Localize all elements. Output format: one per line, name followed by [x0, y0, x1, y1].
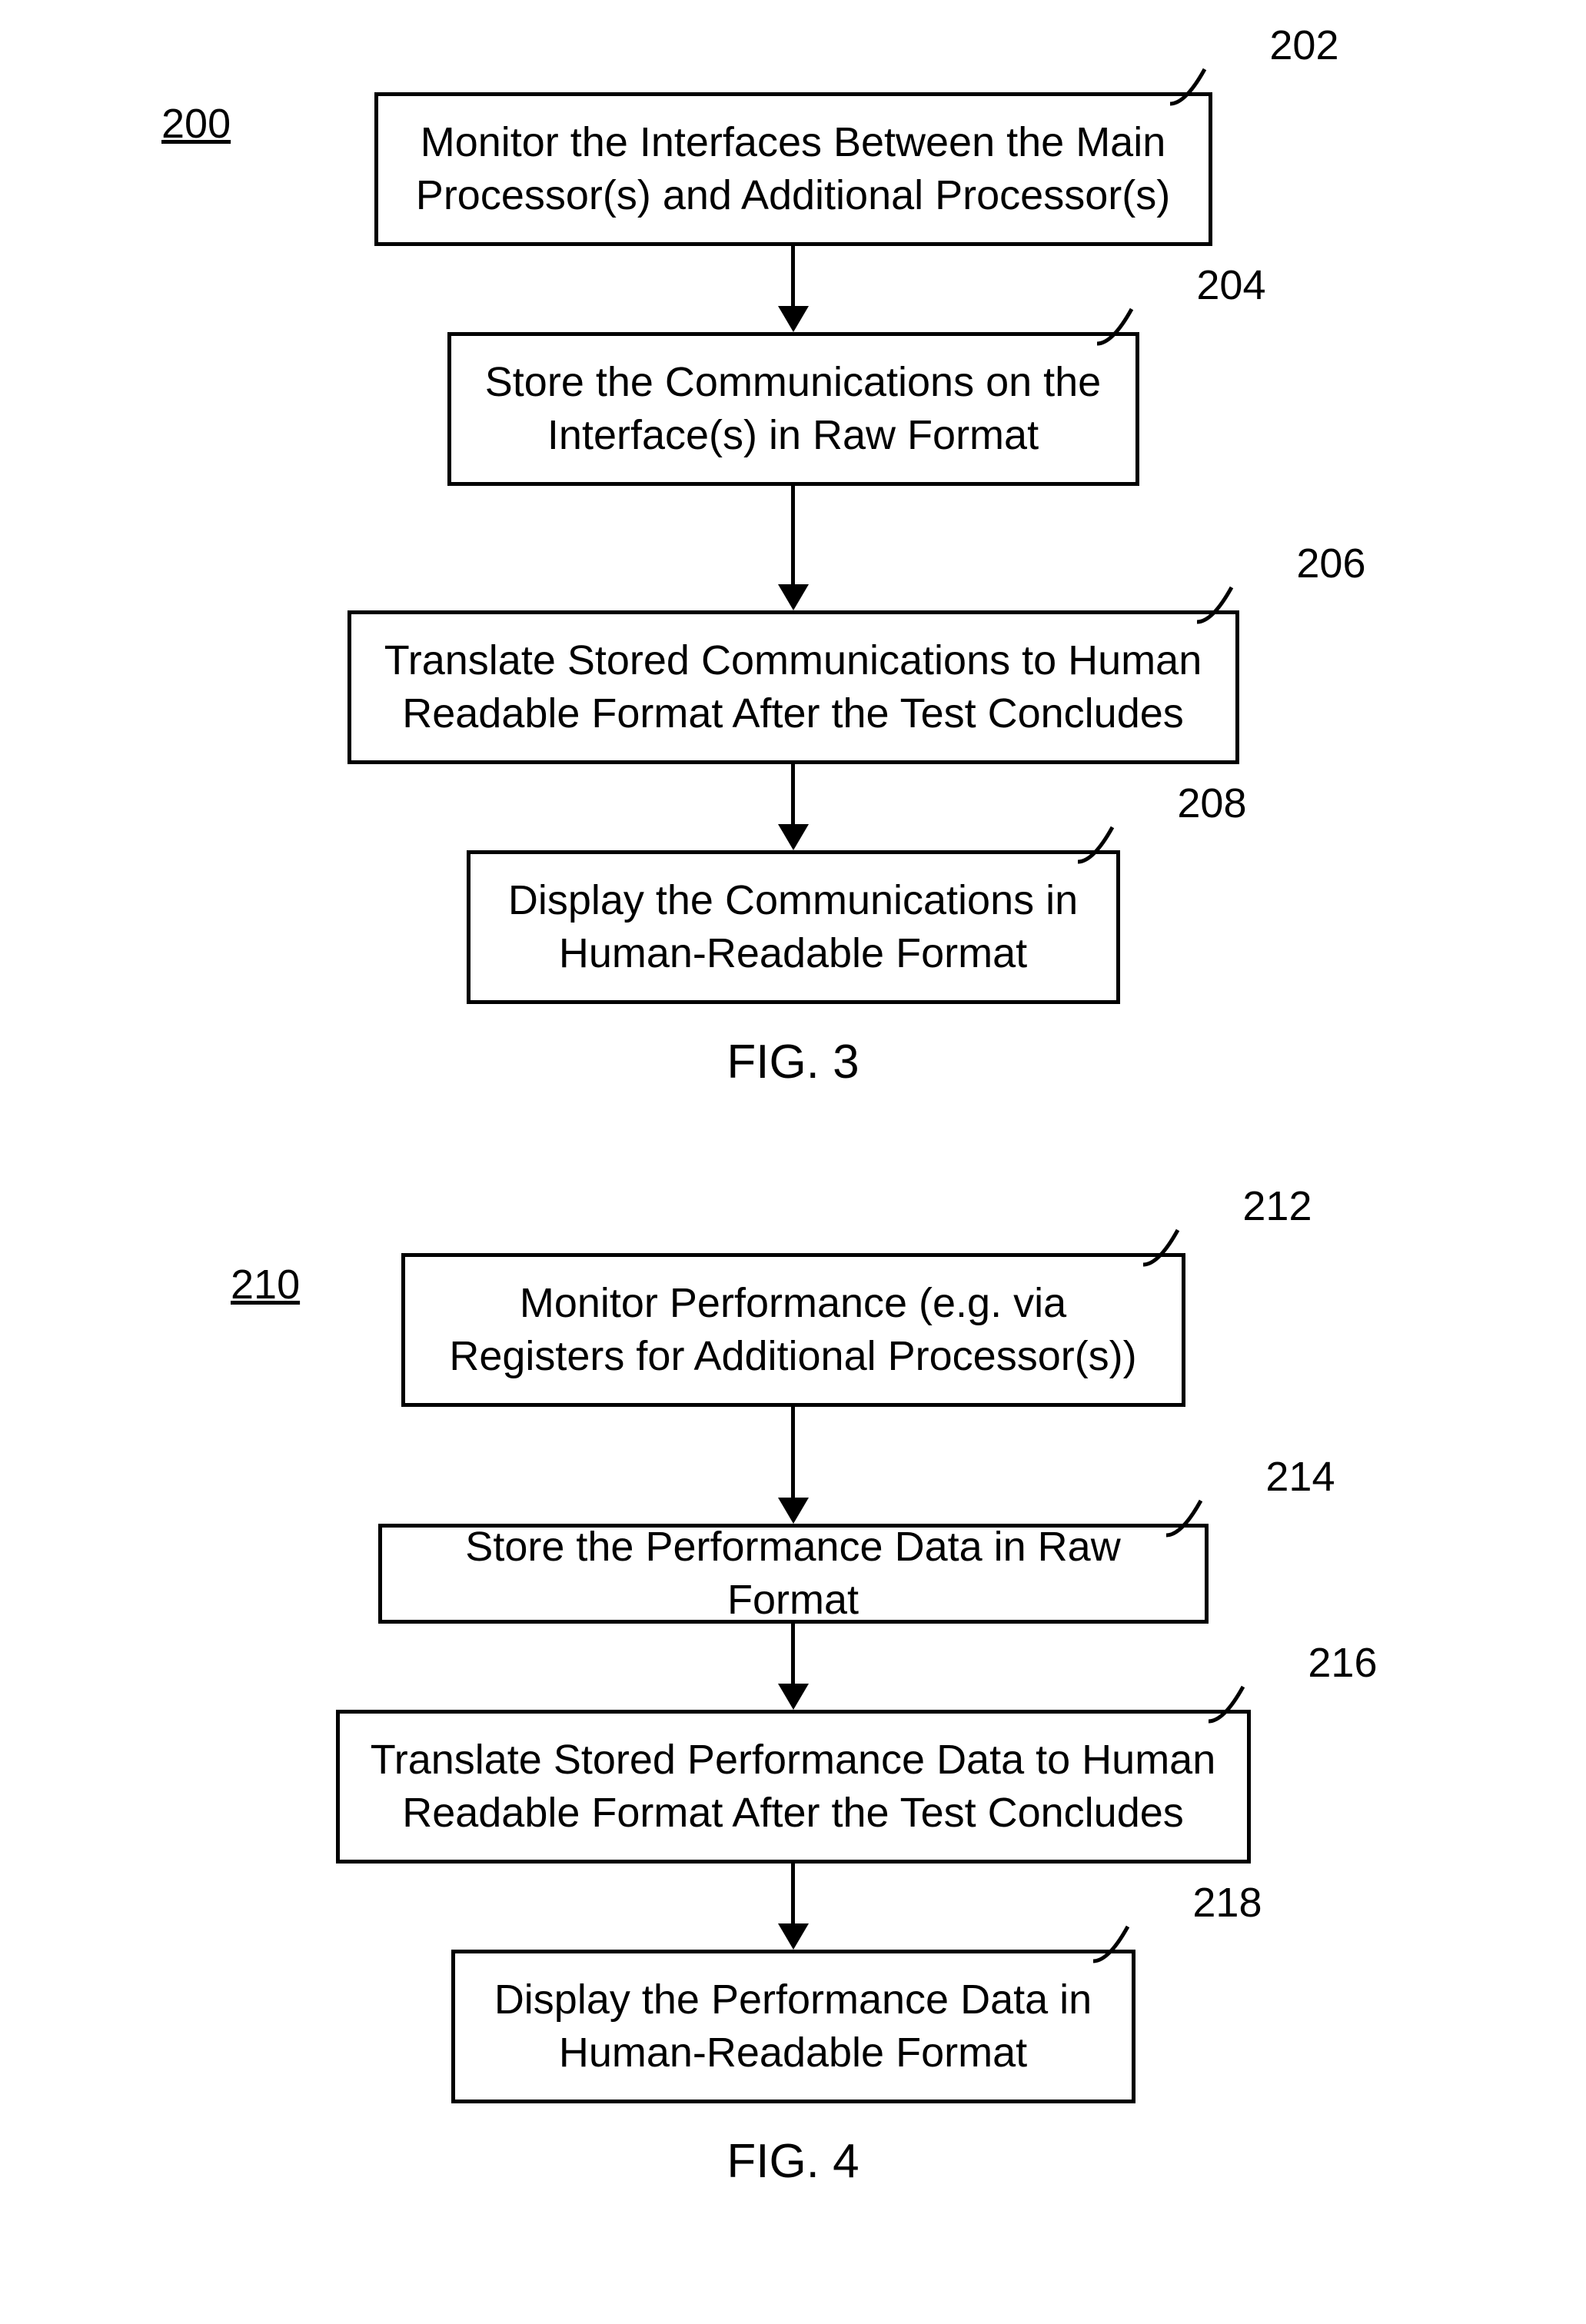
fig3-box-206: Translate Stored Communications to Human…	[347, 610, 1239, 764]
fig4-ref-label: 210	[231, 1261, 300, 1308]
fig3-ref-label: 200	[161, 100, 231, 148]
fig3-box-204-text: Store the Communications on theInterface…	[465, 347, 1121, 471]
fig3-flowchart: Monitor the Interfaces Between the MainP…	[347, 92, 1239, 1089]
fig4-box-218-text: Display the Performance Data inHuman-Rea…	[474, 1964, 1112, 2089]
arrow-icon	[778, 1624, 809, 1710]
fig3-callout-204: 204	[1196, 259, 1265, 312]
arrow-icon	[778, 1864, 809, 1950]
arrow-icon	[778, 764, 809, 850]
fig3-box-202: Monitor the Interfaces Between the MainP…	[374, 92, 1212, 246]
fig4-box-212: Monitor Performance (e.g. viaRegisters f…	[401, 1253, 1185, 1407]
fig3-callout-208: 208	[1177, 777, 1246, 830]
fig4-box-212-text: Monitor Performance (e.g. viaRegisters f…	[429, 1268, 1156, 1392]
arrow-icon	[778, 486, 809, 610]
arrow-icon	[778, 246, 809, 332]
fig3-box-208-text: Display the Communications inHuman-Reada…	[488, 865, 1098, 989]
fig3-box-202-text: Monitor the Interfaces Between the MainP…	[396, 107, 1190, 231]
fig4-box-216: Translate Stored Performance Data to Hum…	[336, 1710, 1251, 1864]
fig4-box-216-text: Translate Stored Performance Data to Hum…	[351, 1724, 1236, 1849]
arrow-icon	[778, 1407, 809, 1524]
fig4-flowchart: Monitor Performance (e.g. viaRegisters f…	[336, 1253, 1251, 2189]
fig4-callout-216: 216	[1308, 1637, 1377, 1690]
fig3-callout-206: 206	[1296, 537, 1365, 590]
fig3-box-204: Store the Communications on theInterface…	[447, 332, 1139, 486]
fig3-callout-202: 202	[1269, 19, 1338, 72]
fig4-box-218: Display the Performance Data inHuman-Rea…	[451, 1950, 1135, 2103]
fig4-box-214-text: Store the Performance Data in Raw Format	[382, 1511, 1205, 1636]
fig4-callout-214: 214	[1265, 1451, 1335, 1504]
fig3-box-208: Display the Communications inHuman-Reada…	[467, 850, 1120, 1004]
fig3-box-206-text: Translate Stored Communications to Human…	[364, 625, 1222, 750]
fig4-caption: FIG. 4	[727, 2134, 859, 2189]
fig4-callout-212: 212	[1242, 1180, 1312, 1233]
fig4-callout-218: 218	[1192, 1877, 1262, 1930]
fig4-box-214: Store the Performance Data in Raw Format…	[378, 1524, 1209, 1624]
fig3-caption: FIG. 3	[727, 1035, 859, 1089]
page: 200 Monitor the Interfaces Between the M…	[0, 0, 1586, 2324]
